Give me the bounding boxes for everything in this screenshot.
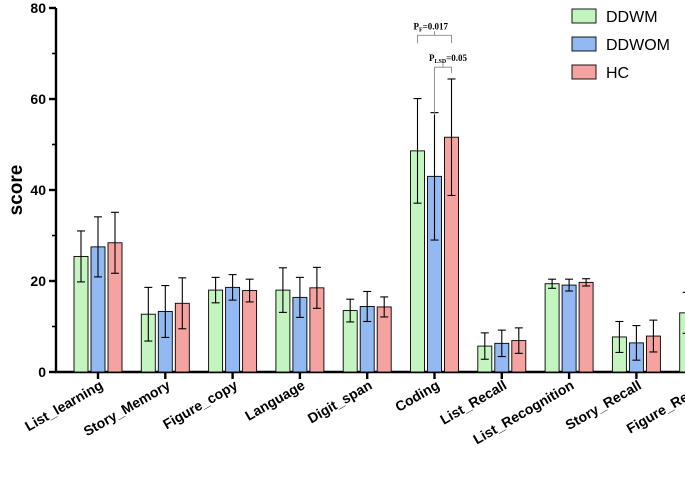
legend-swatch-ddwm [571, 8, 597, 24]
significance-label-2: PLSD=0.05 [429, 53, 468, 65]
y-tick-label: 60 [30, 91, 46, 107]
legend: DDWM DDWOM HC [571, 8, 670, 82]
bar-list-recognition-hc [578, 281, 594, 373]
legend-label-hc: HC [606, 65, 629, 82]
significance-label-1: PF=0.017 [414, 21, 449, 33]
x-tick-label-figure-copy: Figure_copy [160, 377, 240, 433]
y-axis-label: score [6, 165, 27, 216]
significance-bracket-1 [417, 34, 452, 44]
annotations-group: PF=0.017 PLSD=0.05 [414, 21, 468, 116]
bar-list-recognition-ddwm [544, 283, 560, 373]
legend-swatch-hc [571, 64, 597, 80]
legend-swatch-ddwom [571, 36, 597, 52]
x-tick-label-digit-span: Digit_span [305, 377, 375, 427]
bar-list-recognition-ddwom [561, 284, 577, 373]
legend-label-ddwm: DDWM [606, 9, 658, 26]
y-tick-label: 40 [30, 182, 46, 198]
bars-group [73, 78, 685, 373]
x-tick-label-coding: Coding [392, 377, 442, 415]
x-tick-label-language: Language [242, 377, 307, 424]
y-tick-label: 20 [30, 273, 46, 289]
y-tick-label: 0 [38, 364, 46, 380]
y-tick-label: 80 [30, 0, 46, 16]
bar-figure-recall-ddwm [679, 312, 685, 373]
legend-label-ddwom: DDWOM [606, 37, 670, 54]
bar-figure-copy-hc [242, 290, 258, 373]
significance-bracket-2 [434, 66, 452, 116]
